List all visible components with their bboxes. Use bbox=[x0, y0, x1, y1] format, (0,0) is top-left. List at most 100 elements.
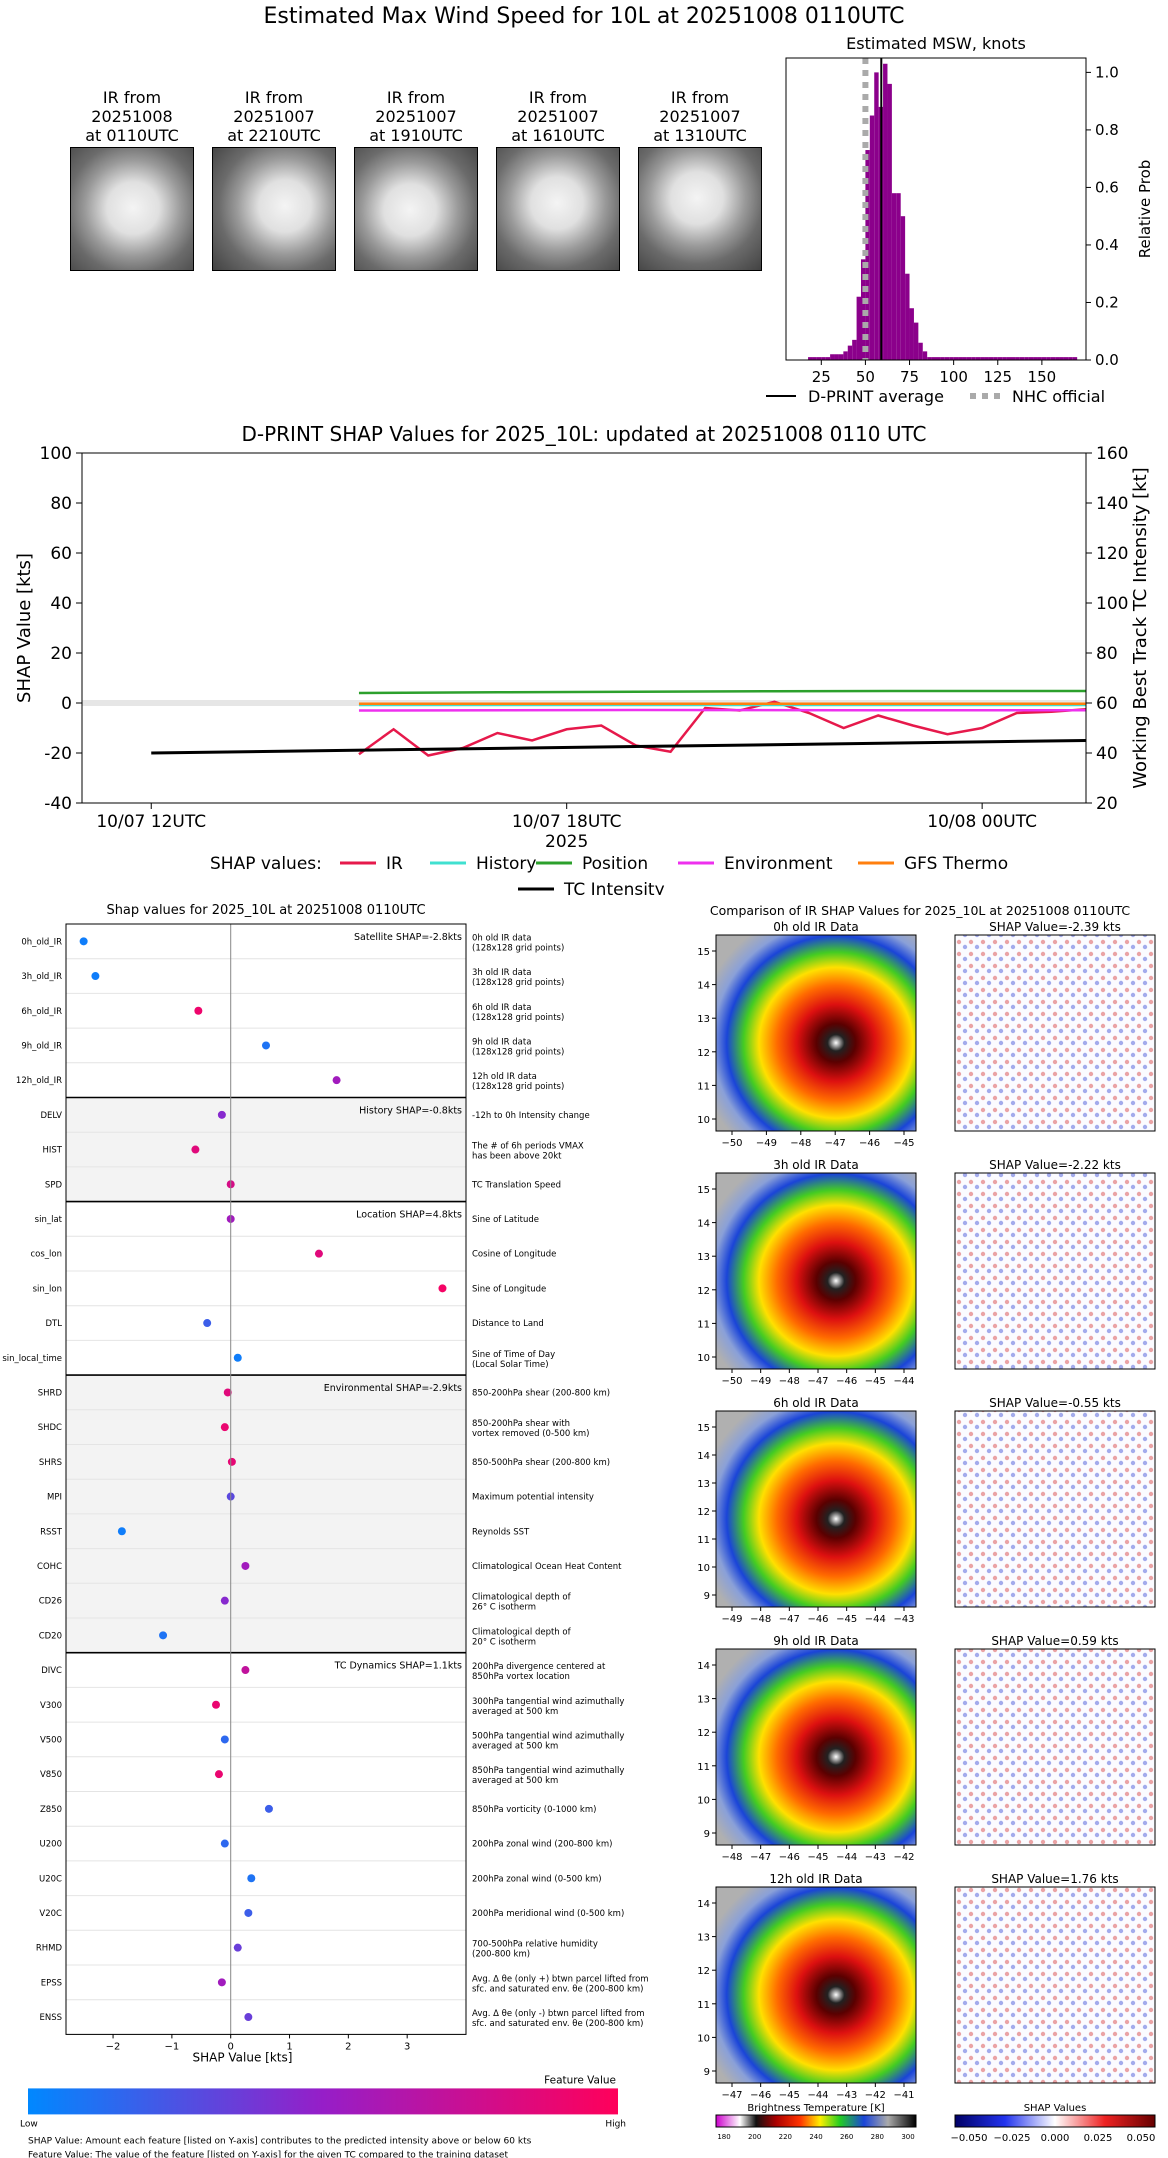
histogram-bar bbox=[1050, 357, 1056, 360]
feature-point bbox=[117, 1527, 126, 1536]
ir-panel bbox=[715, 1886, 917, 2084]
timeseries-y2tick-label: 140 bbox=[1096, 494, 1128, 514]
feature-point bbox=[264, 1804, 273, 1813]
ir-thumbnail-image bbox=[212, 147, 336, 271]
ir-xtick-label: −43 bbox=[865, 1852, 886, 1863]
ir-ytick-label: 9 bbox=[704, 2067, 710, 2078]
timeseries-frame bbox=[81, 452, 1087, 804]
histogram-frame bbox=[785, 57, 1087, 361]
feature-description: 850hPa tangential wind azimuthally bbox=[472, 1766, 624, 1776]
feature-description: averaged at 500 km bbox=[472, 1741, 558, 1751]
feature-description: Sine of Time of Day bbox=[472, 1350, 555, 1360]
shap-colorbar-tick: 0.025 bbox=[1084, 2133, 1113, 2144]
histogram-bar bbox=[812, 357, 817, 360]
shap-colorbar-tick: −0.050 bbox=[950, 2133, 987, 2144]
feature-name: RSST bbox=[40, 1527, 63, 1537]
ir-xtick-label: −43 bbox=[836, 2090, 857, 2101]
ir-thumbnail-caption-line: at 2210UTC bbox=[227, 126, 321, 145]
shap-panel bbox=[954, 1648, 1156, 1846]
ir-ytick-label: 14 bbox=[697, 1899, 710, 1910]
ir-ytick-label: 15 bbox=[697, 947, 710, 958]
ir-ytick-label: 11 bbox=[697, 1535, 710, 1546]
histogram-bar bbox=[825, 357, 831, 360]
histogram-bar bbox=[856, 296, 861, 360]
ir-ytick-label: 14 bbox=[697, 981, 710, 992]
feature-description: 850-200hPa shear (200-800 km) bbox=[472, 1388, 610, 1398]
timeseries-y2label: Working Best Track TC Intensity [kt] bbox=[1130, 467, 1151, 788]
timeseries-title: D-PRINT SHAP Values for 2025_10L: update… bbox=[241, 422, 926, 446]
colorbar-title: Feature Value bbox=[544, 2074, 616, 2086]
histogram-bar bbox=[1024, 357, 1029, 360]
timeseries-y2tick-label: 100 bbox=[1096, 594, 1128, 614]
ir-ytick-label: 10 bbox=[697, 1353, 710, 1364]
ir-ytick-label: 13 bbox=[697, 1479, 710, 1490]
ir-ytick-label: 11 bbox=[697, 1319, 710, 1330]
feature-description: The # of 6h periods VMAX bbox=[471, 1142, 584, 1152]
ir-thumbnail-caption-line: at 0110UTC bbox=[85, 126, 179, 145]
histogram-bar bbox=[891, 193, 897, 360]
ir-xtick-label: −45 bbox=[893, 1138, 914, 1149]
tc-intensity-line bbox=[151, 739, 1087, 755]
ir-xtick-label: −43 bbox=[893, 1614, 914, 1625]
ir-xtick-label: −50 bbox=[721, 1376, 742, 1387]
histogram-bar bbox=[843, 351, 848, 360]
feature-name: SHDC bbox=[38, 1423, 62, 1433]
feature-chart-xlabel: SHAP Value [kts] bbox=[193, 2050, 293, 2064]
histogram-bar bbox=[993, 357, 998, 360]
ir-xtick-label: −45 bbox=[807, 1852, 828, 1863]
histogram-bar bbox=[922, 351, 928, 360]
feature-point bbox=[223, 1388, 232, 1397]
histogram-bar bbox=[1019, 357, 1025, 360]
histogram-bar bbox=[975, 357, 981, 360]
bt-colorbar-tick: 220 bbox=[779, 2133, 792, 2141]
shap-panel bbox=[954, 934, 1156, 1132]
ir-xtick-label: −44 bbox=[865, 1614, 886, 1625]
histogram-bar bbox=[971, 357, 976, 360]
feature-name: U20C bbox=[39, 1874, 62, 1884]
page-title: Estimated Max Wind Speed for 10L at 2025… bbox=[263, 4, 905, 29]
feature-point bbox=[220, 1735, 229, 1744]
legend-label: History bbox=[476, 854, 536, 874]
feature-description: Climatological depth of bbox=[472, 1627, 572, 1637]
ir-thumbnail-image bbox=[70, 147, 194, 271]
feature-description: 200hPa meridional wind (0-500 km) bbox=[472, 1909, 624, 1919]
ir-xtick-label: −46 bbox=[836, 1376, 857, 1387]
ir-thumbnail-caption-line: 20251007 bbox=[375, 107, 457, 126]
legend-label: Position bbox=[582, 854, 648, 874]
histogram-ytick-label: 0.0 bbox=[1095, 351, 1119, 369]
ir-panel-title: 0h old IR Data bbox=[773, 920, 859, 934]
feature-point bbox=[191, 1145, 200, 1154]
feature-name: 6h_old_IR bbox=[21, 1007, 62, 1017]
histogram-ytick-label: 0.8 bbox=[1095, 121, 1119, 139]
feature-name: sin_lat bbox=[35, 1215, 63, 1225]
ir-thumbnail-image bbox=[638, 147, 762, 271]
feature-point bbox=[79, 937, 88, 946]
shap-colorbar-tick: −0.025 bbox=[993, 2133, 1030, 2144]
ir-ytick-label: 10 bbox=[697, 1795, 710, 1806]
feature-chart-title: Shap values for 2025_10L at 20251008 011… bbox=[106, 903, 425, 918]
feature-name: COHC bbox=[37, 1562, 62, 1572]
histogram-bar bbox=[958, 357, 963, 360]
histogram-bar bbox=[838, 354, 844, 360]
histogram-bar bbox=[936, 357, 941, 360]
legend-label-nhc: NHC official bbox=[1012, 387, 1105, 406]
feature-description: 300hPa tangential wind azimuthally bbox=[472, 1697, 624, 1707]
ir-ytick-label: 13 bbox=[697, 1933, 710, 1944]
histogram-bar bbox=[980, 357, 985, 360]
legend-label: Environment bbox=[724, 854, 833, 874]
ir-ytick-label: 9 bbox=[704, 1829, 710, 1840]
histogram-ytick-label: 1.0 bbox=[1095, 63, 1119, 81]
feature-point bbox=[217, 1978, 226, 1987]
shap-panel bbox=[954, 1172, 1156, 1370]
ir-thumbnail-image bbox=[496, 147, 620, 271]
feature-name: DIVC bbox=[41, 1666, 62, 1676]
ir-xtick-label: −45 bbox=[836, 1614, 857, 1625]
timeseries-y2tick-label: 160 bbox=[1096, 444, 1128, 464]
feature-description: vortex removed (0-500 km) bbox=[472, 1429, 589, 1439]
histogram-xtick-label: 75 bbox=[900, 368, 919, 386]
histogram-bar bbox=[988, 357, 994, 360]
histogram-bar bbox=[1055, 357, 1060, 360]
histogram-bar bbox=[909, 308, 914, 360]
ir-panel-title: 3h old IR Data bbox=[773, 1158, 859, 1172]
ir-thumbnail-caption: IR from 20251007 at 1910UTC bbox=[346, 88, 486, 145]
